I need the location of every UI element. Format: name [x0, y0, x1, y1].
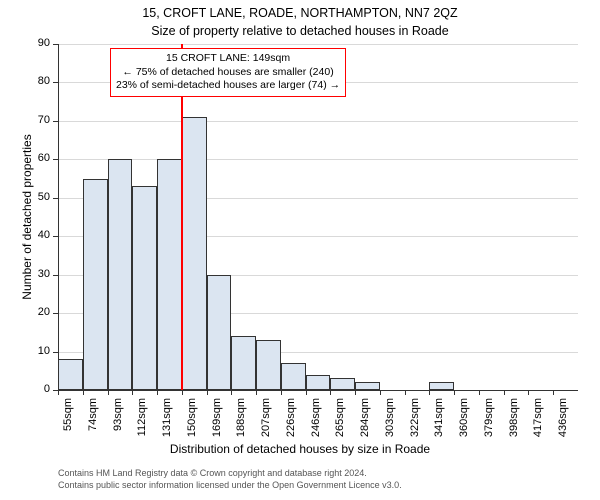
chart-title-primary: 15, CROFT LANE, ROADE, NORTHAMPTON, NN7 …	[0, 6, 600, 20]
x-tick-label: 398sqm	[508, 398, 520, 448]
x-tick-label: 246sqm	[310, 398, 322, 448]
y-axis	[58, 44, 59, 390]
histogram-bar	[231, 336, 256, 390]
histogram-bar	[182, 117, 207, 390]
y-tick-label: 10	[25, 345, 50, 357]
histogram-bar	[58, 359, 83, 390]
chart-container: 15, CROFT LANE, ROADE, NORTHAMPTON, NN7 …	[0, 0, 600, 500]
x-tick-label: 55sqm	[62, 398, 74, 448]
x-tick-label: 284sqm	[359, 398, 371, 448]
x-tick-label: 93sqm	[112, 398, 124, 448]
x-tick-label: 417sqm	[532, 398, 544, 448]
x-tick-label: 265sqm	[334, 398, 346, 448]
grid-line	[58, 44, 578, 45]
chart-title-secondary: Size of property relative to detached ho…	[0, 24, 600, 38]
copyright-line: Contains HM Land Registry data © Crown c…	[58, 468, 402, 480]
histogram-bar	[355, 382, 380, 390]
histogram-bar	[83, 179, 108, 390]
x-tick-label: 226sqm	[285, 398, 297, 448]
copyright-line: Contains public sector information licen…	[58, 480, 402, 492]
x-tick-label: 131sqm	[161, 398, 173, 448]
histogram-bar	[132, 186, 157, 390]
x-tick-label: 303sqm	[384, 398, 396, 448]
annotation-box: 15 CROFT LANE: 149sqm ← 75% of detached …	[110, 48, 346, 97]
histogram-bar	[306, 375, 331, 390]
histogram-bar	[256, 340, 281, 390]
copyright-notice: Contains HM Land Registry data © Crown c…	[58, 468, 402, 491]
histogram-bar	[330, 378, 355, 390]
histogram-bar	[157, 159, 182, 390]
annotation-line: 23% of semi-detached houses are larger (…	[116, 79, 340, 93]
y-axis-title: Number of detached properties	[20, 117, 34, 317]
x-tick-label: 112sqm	[136, 398, 148, 448]
x-tick-label: 207sqm	[260, 398, 272, 448]
grid-line	[58, 159, 578, 160]
x-tick-label: 436sqm	[557, 398, 569, 448]
y-tick-label: 90	[25, 37, 50, 49]
x-tick-label: 341sqm	[433, 398, 445, 448]
histogram-bar	[429, 382, 454, 390]
x-tick-label: 150sqm	[186, 398, 198, 448]
annotation-line: 15 CROFT LANE: 149sqm	[116, 52, 340, 66]
x-tick-label: 360sqm	[458, 398, 470, 448]
x-tick-label: 379sqm	[483, 398, 495, 448]
histogram-bar	[281, 363, 306, 390]
x-tick-label: 169sqm	[211, 398, 223, 448]
histogram-bar	[207, 275, 232, 390]
x-axis-title: Distribution of detached houses by size …	[0, 442, 600, 456]
grid-line	[58, 121, 578, 122]
y-tick-label: 80	[25, 75, 50, 87]
annotation-line: ← 75% of detached houses are smaller (24…	[116, 66, 340, 80]
x-tick-label: 188sqm	[235, 398, 247, 448]
histogram-bar	[108, 159, 133, 390]
x-tick-label: 74sqm	[87, 398, 99, 448]
x-tick-label: 322sqm	[409, 398, 421, 448]
y-tick-label: 0	[25, 383, 50, 395]
x-axis	[58, 390, 578, 391]
